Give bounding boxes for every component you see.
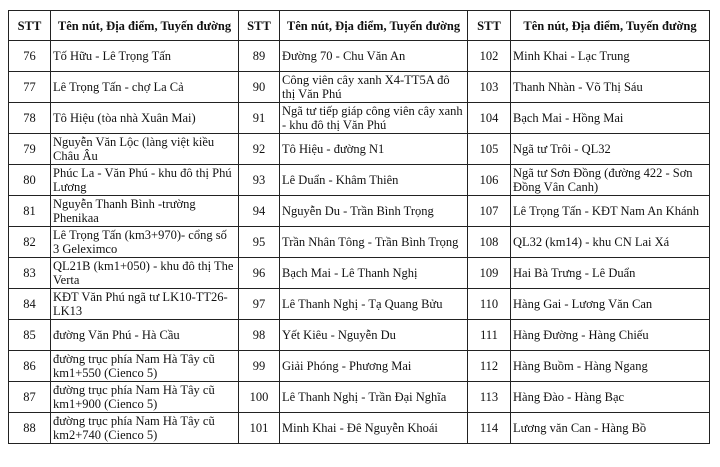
location-cell: Lê Thanh Nghị - Tạ Quang Bửu	[279, 288, 468, 320]
stt-cell: 102	[467, 40, 511, 72]
location-cell: Bạch Mai - Hồng Mai	[510, 102, 710, 134]
table-row: 83 QL21B (km1+050) - khu đô thị The Verta…	[8, 257, 710, 289]
location-cell: Trần Nhân Tông - Trần Bình Trọng	[279, 226, 468, 258]
location-cell: Thanh Nhàn - Võ Thị Sáu	[510, 71, 710, 103]
table-row: 79 Nguyễn Văn Lộc (làng việt kiều Châu Âu…	[8, 133, 710, 165]
location-cell: Hàng Gai - Lương Văn Can	[510, 288, 710, 320]
table-row: 76 Tố Hữu - Lê Trọng Tấn 89 Đường 70 - Chu …	[8, 40, 710, 72]
location-cell: Tố Hữu - Lê Trọng Tấn	[50, 40, 239, 72]
stt-cell: 111	[467, 319, 511, 351]
stt-cell: 109	[467, 257, 511, 289]
location-cell: Phúc La - Văn Phú - khu đô thị Phú Lương	[50, 164, 239, 196]
stt-cell: 114	[467, 412, 511, 444]
stt-cell: 76	[8, 40, 51, 72]
stt-cell: 97	[238, 288, 280, 320]
location-cell: Hàng Đường - Hàng Chiếu	[510, 319, 710, 351]
stt-cell: 105	[467, 133, 511, 165]
table-row: 80 Phúc La - Văn Phú - khu đô thị Phú Lươ…	[8, 164, 710, 196]
stt-cell: 78	[8, 102, 51, 134]
stt-cell: 93	[238, 164, 280, 196]
location-cell: Bạch Mai - Lê Thanh Nghị	[279, 257, 468, 289]
stt-cell: 91	[238, 102, 280, 134]
stt-cell: 84	[8, 288, 51, 320]
table-row: 81 Nguyễn Thanh Bình -trường Phenikaa 94 Ng…	[8, 195, 710, 227]
stt-cell: 90	[238, 71, 280, 103]
stt-cell: 104	[467, 102, 511, 134]
stt-cell: 94	[238, 195, 280, 227]
location-cell: Hai Bà Trưng - Lê Duẩn	[510, 257, 710, 289]
stt-cell: 85	[8, 319, 51, 351]
location-cell: đường trục phía Nam Hà Tây cũ km1+550 (C…	[50, 350, 239, 382]
location-cell: đường trục phía Nam Hà Tây cũ km2+740 (C…	[50, 412, 239, 444]
table-row: 82 Lê Trọng Tấn (km3+970)- cổng số 3 Gele…	[8, 226, 710, 258]
stt-cell: 80	[8, 164, 51, 196]
stt-cell: 96	[238, 257, 280, 289]
table-row: 84 KĐT Văn Phú ngã tư LK10-TT26-LK13 97 Lê …	[8, 288, 710, 320]
stt-cell: 110	[467, 288, 511, 320]
table-row: 77 Lê Trọng Tấn - chợ La Cả 90 Công viên câ…	[8, 71, 710, 103]
location-cell: Đường 70 - Chu Văn An	[279, 40, 468, 72]
location-cell: Lê Thanh Nghị - Trần Đại Nghĩa	[279, 381, 468, 413]
stt-cell: 103	[467, 71, 511, 103]
location-cell: Giải Phóng - Phương Mai	[279, 350, 468, 382]
table-row: 86 đường trục phía Nam Hà Tây cũ km1+550 …	[8, 350, 710, 382]
location-cell: đường Văn Phú - Hà Cầu	[50, 319, 239, 351]
stt-cell: 108	[467, 226, 511, 258]
location-cell: Ngã tư Trôi - QL32	[510, 133, 710, 165]
location-cell: QL21B (km1+050) - khu đô thị The Verta	[50, 257, 239, 289]
stt-cell: 92	[238, 133, 280, 165]
location-cell: Nguyễn Du - Trần Bình Trọng	[279, 195, 468, 227]
intersection-table: STT Tên nút, Địa điểm, Tuyến đường STT T…	[8, 10, 710, 444]
location-cell: Minh Khai - Lạc Trung	[510, 40, 710, 72]
location-cell: Lương văn Can - Hàng Bồ	[510, 412, 710, 444]
location-cell: Ngã tư Sơn Đồng (đường 422 - Sơn Đồng Vâ…	[510, 164, 710, 196]
header-stt: STT	[8, 10, 51, 41]
location-cell: Tô Hiệu - đường N1	[279, 133, 468, 165]
location-cell: Minh Khai - Đê Nguyễn Khoái	[279, 412, 468, 444]
stt-cell: 88	[8, 412, 51, 444]
location-cell: Hàng Buồm - Hàng Ngang	[510, 350, 710, 382]
stt-cell: 87	[8, 381, 51, 413]
stt-cell: 100	[238, 381, 280, 413]
header-name: Tên nút, Địa điểm, Tuyến đường	[510, 10, 710, 41]
stt-cell: 107	[467, 195, 511, 227]
table-row: 87 đường trục phía Nam Hà Tây cũ km1+900 …	[8, 381, 710, 413]
stt-cell: 82	[8, 226, 51, 258]
location-cell: QL32 (km14) - khu CN Lai Xá	[510, 226, 710, 258]
location-cell: Hàng Đào - Hàng Bạc	[510, 381, 710, 413]
header-stt: STT	[238, 10, 280, 41]
header-name: Tên nút, Địa điểm, Tuyến đường	[50, 10, 239, 41]
stt-cell: 99	[238, 350, 280, 382]
stt-cell: 106	[467, 164, 511, 196]
location-cell: đường trục phía Nam Hà Tây cũ km1+900 (C…	[50, 381, 239, 413]
table-row: 88 đường trục phía Nam Hà Tây cũ km2+740 …	[8, 412, 710, 444]
location-cell: Nguyễn Thanh Bình -trường Phenikaa	[50, 195, 239, 227]
location-cell: Ngã tư tiếp giáp công viên cây xanh - kh…	[279, 102, 468, 134]
location-cell: Nguyễn Văn Lộc (làng việt kiều Châu Âu	[50, 133, 239, 165]
table-row: 78 Tô Hiệu (tòa nhà Xuân Mai) 91 Ngã tư tiế…	[8, 102, 710, 134]
stt-cell: 83	[8, 257, 51, 289]
location-cell: Yết Kiêu - Nguyễn Du	[279, 319, 468, 351]
header-row: STT Tên nút, Địa điểm, Tuyến đường STT T…	[8, 10, 710, 41]
location-cell: KĐT Văn Phú ngã tư LK10-TT26-LK13	[50, 288, 239, 320]
header-stt: STT	[467, 10, 511, 41]
header-name: Tên nút, Địa điểm, Tuyến đường	[279, 10, 468, 41]
stt-cell: 112	[467, 350, 511, 382]
stt-cell: 101	[238, 412, 280, 444]
location-cell: Lê Duẩn - Khâm Thiên	[279, 164, 468, 196]
location-cell: Tô Hiệu (tòa nhà Xuân Mai)	[50, 102, 239, 134]
stt-cell: 81	[8, 195, 51, 227]
location-cell: Lê Trọng Tấn - KĐT Nam An Khánh	[510, 195, 710, 227]
stt-cell: 77	[8, 71, 51, 103]
table-row: 85 đường Văn Phú - Hà Cầu 98 Yết Kiêu - Ngu…	[8, 319, 710, 351]
stt-cell: 95	[238, 226, 280, 258]
location-cell: Lê Trọng Tấn - chợ La Cả	[50, 71, 239, 103]
stt-cell: 86	[8, 350, 51, 382]
location-cell: Công viên cây xanh X4-TT5A đô thị Văn Ph…	[279, 71, 468, 103]
stt-cell: 89	[238, 40, 280, 72]
stt-cell: 113	[467, 381, 511, 413]
stt-cell: 98	[238, 319, 280, 351]
location-cell: Lê Trọng Tấn (km3+970)- cổng số 3 Gelexi…	[50, 226, 239, 258]
stt-cell: 79	[8, 133, 51, 165]
